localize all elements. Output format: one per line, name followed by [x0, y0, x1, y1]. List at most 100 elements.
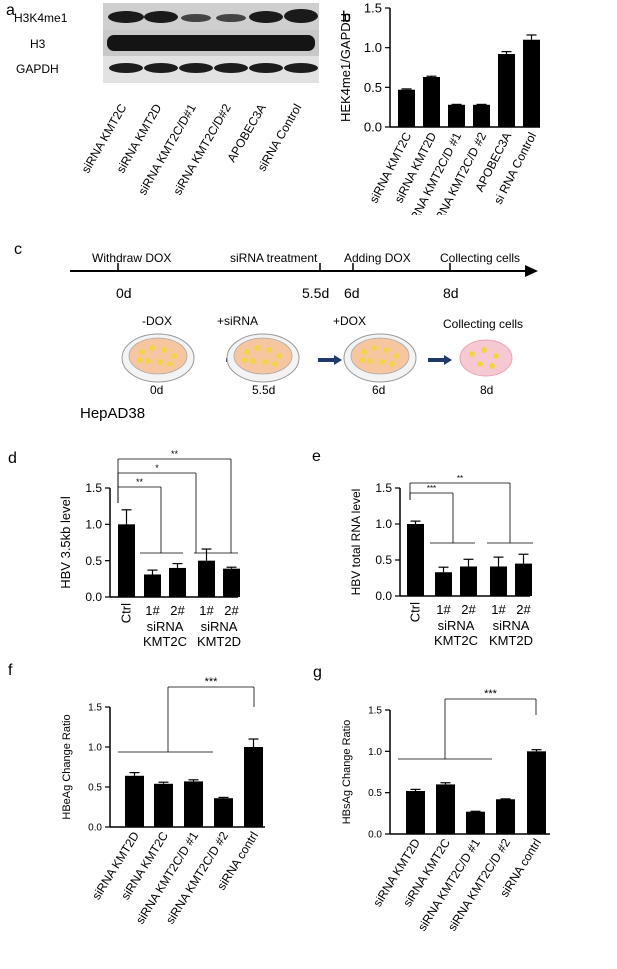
bar	[448, 104, 465, 127]
x-tick-label: 1#	[145, 603, 160, 618]
collected-cells-icon	[459, 339, 513, 377]
cell-line-label: HepAD38	[80, 405, 146, 422]
y-tick-label: 1.5	[368, 706, 382, 717]
y-axis-label: HEK4me1/GAPDH	[338, 13, 353, 122]
bar	[523, 39, 540, 127]
bar	[498, 54, 515, 127]
bar	[214, 798, 233, 827]
bar	[423, 77, 440, 127]
group-label: KMT2C	[434, 633, 478, 648]
bar	[244, 747, 263, 827]
x-tick-label: 2#	[516, 602, 531, 617]
step-label: -DOX	[142, 314, 172, 328]
bar	[406, 791, 425, 834]
group-label: KMT2C	[143, 634, 187, 649]
x-tick-label: 1#	[199, 603, 214, 618]
bar	[435, 572, 452, 596]
y-tick-label: 1.0	[364, 40, 382, 55]
significance-label: **	[457, 474, 463, 483]
significance-label: **	[136, 477, 144, 487]
y-tick-label: 0.5	[88, 783, 102, 794]
bar	[198, 560, 215, 597]
bar	[515, 563, 532, 596]
y-tick-label: 0.5	[364, 80, 382, 95]
step-day: 0d	[150, 383, 164, 397]
y-tick-label: 0.0	[375, 589, 392, 603]
y-tick-label: 1.0	[85, 518, 102, 532]
step-day: 8d	[480, 383, 494, 397]
bar	[466, 811, 485, 834]
y-tick-label: 0.0	[364, 120, 382, 135]
significance-label: *	[155, 463, 159, 473]
bar	[125, 775, 144, 827]
significance-label: ***	[427, 484, 436, 493]
step-label: +DOX	[333, 314, 367, 328]
y-axis-label: HBsAg Change Ratio	[341, 720, 353, 825]
y-tick-label: 1.0	[375, 517, 392, 531]
blot-row-label-h3k4me1: H3K4me1	[14, 11, 68, 25]
culture-dish-0d	[121, 333, 195, 383]
x-tick-label: 2#	[224, 603, 239, 618]
y-tick-label: 0.0	[88, 823, 102, 834]
bar	[407, 524, 424, 596]
significance-label: ***	[484, 688, 498, 700]
panel-letter-e: e	[312, 448, 321, 465]
x-tick-label: 2#	[461, 602, 476, 617]
group-label: siRNA	[201, 619, 238, 634]
group-label: KMT2D	[197, 634, 241, 649]
bar	[144, 574, 161, 597]
step-day: 6d	[372, 383, 386, 397]
x-tick-label: 2#	[170, 603, 185, 618]
y-tick-label: 1.5	[88, 703, 102, 714]
y-tick-label: 0.5	[368, 788, 382, 799]
culture-dish-schematic	[121, 333, 513, 383]
significance-label: **	[171, 449, 179, 459]
bar	[473, 104, 490, 127]
arrow-icon	[428, 355, 452, 365]
arrow-icon	[318, 355, 342, 365]
bar	[496, 799, 515, 834]
bar	[460, 566, 477, 596]
blot-row-label-gapdh: GAPDH	[16, 62, 59, 76]
timeline-day: 8d	[443, 285, 459, 301]
timeline-day: 6d	[344, 285, 360, 301]
y-tick-label: 1.5	[364, 1, 382, 16]
culture-dish-5.5d	[226, 333, 300, 383]
bar	[169, 567, 186, 597]
panel-letter-c: c	[14, 241, 22, 258]
panel-letter-d: d	[8, 450, 17, 467]
step-day: 5.5d	[252, 383, 276, 397]
x-tick-label: Ctrl	[408, 602, 423, 622]
chart-panel-d: d 0.0 0.5 1.0 1.5 HBV 3.5kb level Ctrl 1# 2# 1# 2#…	[8, 449, 241, 649]
panel-letter-b: b	[342, 9, 351, 26]
western-blot-image	[103, 3, 319, 83]
timeline-day: 5.5d	[302, 285, 330, 301]
bar	[398, 89, 415, 127]
y-tick-label: 1.5	[85, 481, 102, 495]
bar	[490, 566, 507, 596]
y-tick-label: 0.0	[85, 590, 102, 604]
bar	[184, 781, 203, 827]
panel-letter-a: a	[6, 2, 15, 19]
timeline-label-collecting-cells: Collecting cells	[440, 251, 521, 265]
bar	[118, 524, 135, 597]
y-tick-label: 1.5	[375, 481, 392, 495]
timeline-label-withdraw-dox: Withdraw DOX	[92, 251, 172, 265]
y-tick-label: 0.5	[375, 553, 392, 567]
timeline-day: 0d	[116, 285, 132, 301]
step-label: Collecting cells	[443, 317, 524, 331]
x-tick-label: 1#	[436, 602, 451, 617]
chart-panel-e: e 0.0 0.5 1.0 1.5 HBV total RNA level Ctrl 1# 2#…	[312, 448, 533, 648]
group-label: siRNA	[147, 619, 184, 634]
group-label: siRNA	[438, 618, 475, 633]
x-tick-label: 1#	[491, 602, 506, 617]
timeline-label-sirna-treatment: siRNA treatment	[230, 251, 318, 265]
culture-dish-6d	[343, 333, 417, 383]
blot-row-label-h3: H3	[30, 37, 46, 51]
y-axis-label: HBV total RNA level	[349, 489, 363, 596]
panel-letter-f: f	[8, 662, 13, 679]
group-label: KMT2D	[489, 633, 533, 648]
